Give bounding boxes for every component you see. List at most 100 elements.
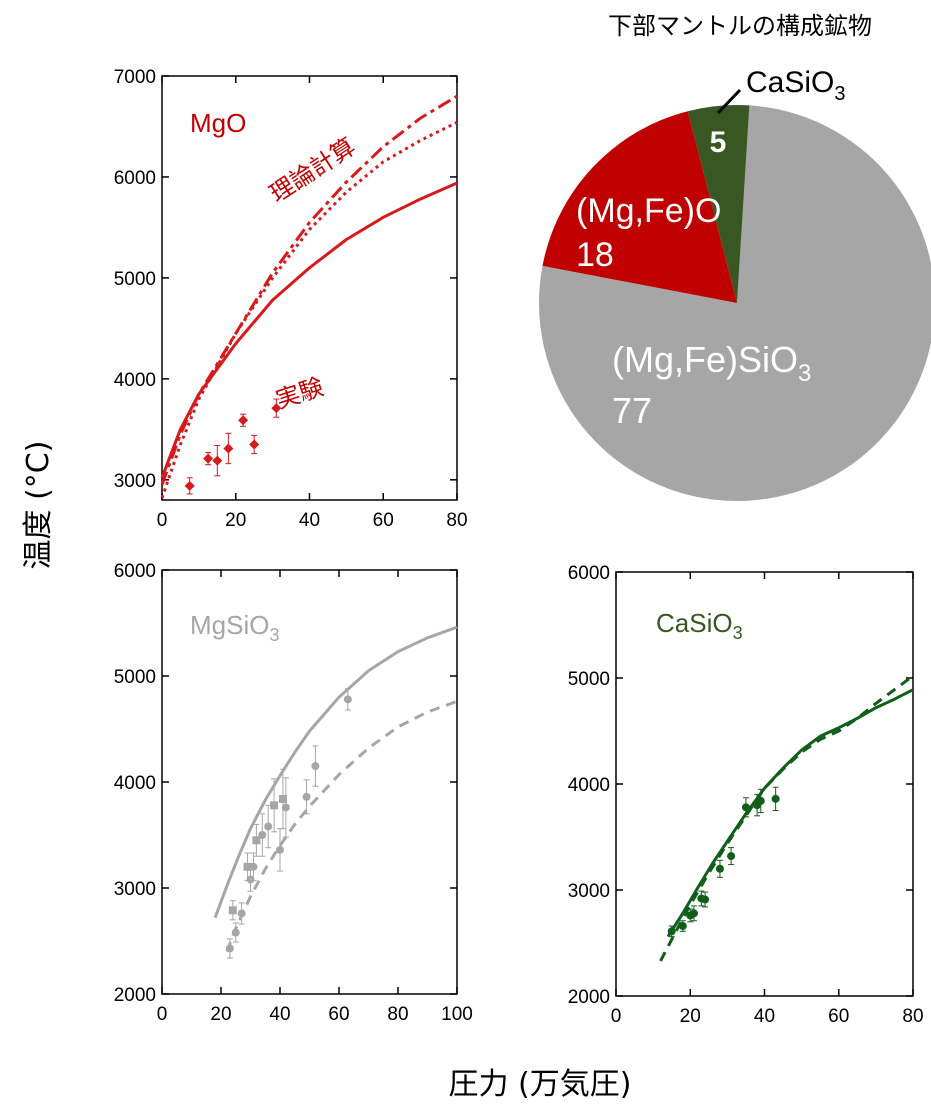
circle-marker <box>343 695 352 704</box>
x-tick-label: 60 <box>328 1004 349 1025</box>
pie-label-mgfesio3: (Mg,Fe)SiO3 <box>612 339 811 387</box>
x-tick-label: 0 <box>157 1004 168 1025</box>
circle-marker <box>678 922 687 931</box>
annotation-label: 実験 <box>273 373 327 414</box>
casio3-leader-line <box>716 88 742 115</box>
circle-marker <box>727 852 736 861</box>
x-tick-label: 0 <box>157 510 168 531</box>
data-point <box>701 891 710 908</box>
plot-frame <box>161 75 458 501</box>
y-tick-label: 5000 <box>114 269 156 290</box>
annotation-label: 理論計算 <box>265 132 361 208</box>
circle-marker <box>311 762 320 771</box>
diamond-marker <box>203 453 214 464</box>
circle-marker <box>689 909 698 918</box>
data-point <box>249 434 260 455</box>
circle-marker <box>701 895 710 904</box>
circle-marker <box>276 845 284 854</box>
pie-label-casio3-subscript: 3 <box>834 83 845 105</box>
x-tick-label: 80 <box>902 1006 923 1027</box>
square-marker <box>252 836 261 845</box>
x-tick-label: 40 <box>299 510 320 531</box>
x-tick-label: 80 <box>446 510 467 531</box>
pie-value-mgfeo: 18 <box>576 236 614 274</box>
circle-marker <box>237 909 246 918</box>
circle-marker <box>741 803 750 812</box>
circle-marker <box>281 803 290 812</box>
chart-title-subscript: 3 <box>733 623 743 643</box>
x-tick-label: 60 <box>373 510 394 531</box>
pie-label-casio3: CaSiO3 <box>746 66 845 105</box>
data-point <box>276 828 284 872</box>
pie-value-mgfesio3: 77 <box>612 390 652 431</box>
data-point <box>231 922 240 943</box>
circle-marker <box>258 831 267 839</box>
data-point <box>741 797 750 818</box>
data-point <box>228 900 237 921</box>
pie-label-mgfesio3-subscript: 3 <box>798 360 811 387</box>
data-point <box>223 432 234 465</box>
circle-marker <box>225 944 234 953</box>
square-marker <box>270 801 279 810</box>
data-point <box>252 823 261 857</box>
series-line-solid <box>213 625 458 919</box>
data-point <box>302 779 311 815</box>
y-tick-label: 7000 <box>114 67 156 88</box>
y-tick-label: 5000 <box>114 667 156 688</box>
data-point <box>715 859 724 878</box>
y-tick-label: 2000 <box>568 987 610 1008</box>
data-point <box>311 745 320 787</box>
pie-label-mgfesio3-text: (Mg,Fe)SiO <box>612 339 798 380</box>
diamond-marker <box>249 439 260 450</box>
data-point <box>203 452 214 466</box>
diamond-marker <box>238 415 249 426</box>
y-tick-label: 4000 <box>114 773 156 794</box>
y-tick-label: 3000 <box>114 879 156 900</box>
data-point <box>225 938 234 959</box>
y-tick-label: 6000 <box>114 561 156 582</box>
chart-casio3: 0 20 40 60 80 2000 3000 4000 5000 6000 CaSiO3 <box>568 563 924 1027</box>
data-point <box>271 398 282 418</box>
series-line-dashed <box>225 699 458 953</box>
diamond-marker <box>271 403 282 414</box>
chart-title-text: CaSiO <box>656 608 733 638</box>
series-line-dotted <box>160 121 458 499</box>
data-point <box>237 902 246 925</box>
data-point <box>756 788 765 814</box>
x-tick-label: 20 <box>225 510 246 531</box>
pie-title: 下部マントルの構成鉱物 <box>608 12 872 40</box>
pie-slice-2 <box>687 105 750 303</box>
x-tick-label: 100 <box>441 1004 473 1025</box>
circle-marker <box>771 794 780 803</box>
pie-label-casio3-text: CaSiO <box>746 66 834 99</box>
data-point <box>238 413 249 427</box>
y-tick-label: 5000 <box>568 669 610 690</box>
y-axis-title: 温度 (°C) <box>21 441 56 570</box>
square-marker <box>278 794 287 803</box>
square-marker <box>243 862 252 871</box>
data-point <box>771 786 780 811</box>
series-line-solid <box>160 181 458 479</box>
data-point <box>264 804 273 849</box>
data-point <box>258 813 267 857</box>
data-point <box>184 477 195 495</box>
data-point <box>212 444 223 477</box>
data-point <box>689 905 698 922</box>
circle-marker <box>246 875 255 884</box>
data-point <box>343 688 352 711</box>
x-tick-label: 0 <box>611 1006 622 1027</box>
chart-mgsio3: 0 20 40 60 80 100 2000 3000 4000 5000 6000 MgSiO3 <box>114 561 473 1025</box>
y-tick-label: 6000 <box>568 563 610 584</box>
data-point <box>278 768 287 830</box>
data-point <box>249 852 258 882</box>
pie-label-mgfeo: (Mg,Fe)O <box>576 192 721 230</box>
series-line-dashed <box>659 674 914 962</box>
circle-marker <box>231 928 240 937</box>
x-tick-label: 20 <box>680 1006 701 1027</box>
y-tick-label: 4000 <box>568 775 610 796</box>
circle-marker <box>756 796 765 805</box>
circle-marker <box>264 822 273 831</box>
chart-title: CaSiO3 <box>656 608 743 643</box>
diamond-marker <box>212 455 223 466</box>
